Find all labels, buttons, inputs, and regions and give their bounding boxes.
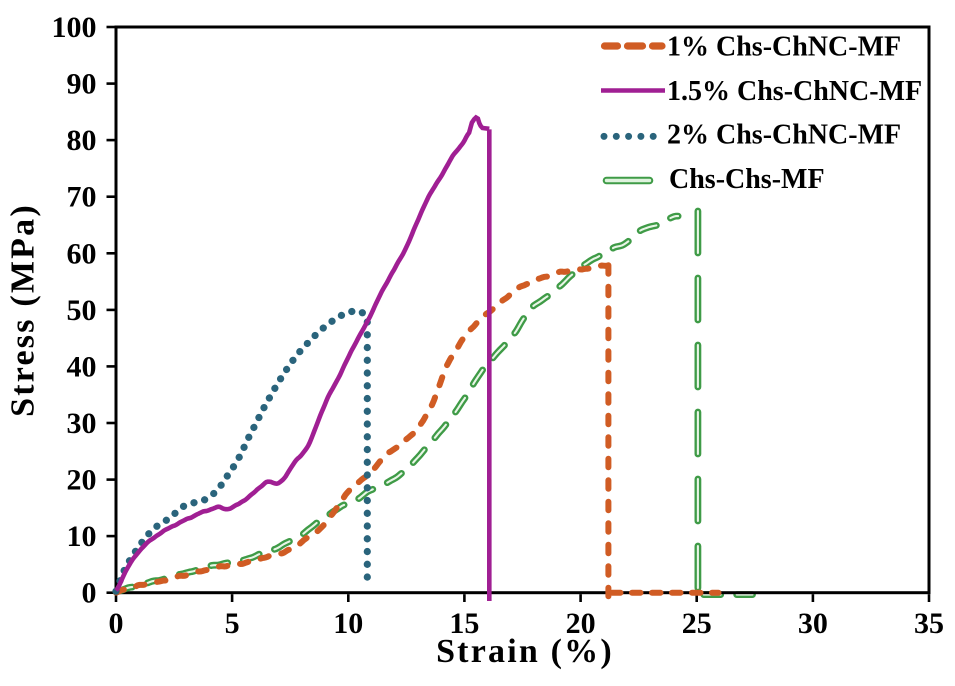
svg-text:40: 40	[67, 350, 97, 383]
svg-text:80: 80	[67, 124, 97, 157]
svg-text:1% Chs-ChNC-MF: 1% Chs-ChNC-MF	[667, 32, 901, 63]
svg-text:Strain (%): Strain (%)	[436, 633, 614, 670]
svg-text:35: 35	[914, 607, 944, 640]
svg-text:30: 30	[67, 407, 97, 440]
svg-text:30: 30	[798, 607, 828, 640]
svg-text:0: 0	[82, 577, 97, 610]
svg-text:15: 15	[449, 607, 479, 640]
svg-text:Chs-Chs-MF: Chs-Chs-MF	[669, 164, 825, 195]
svg-text:1.5% Chs-ChNC-MF: 1.5% Chs-ChNC-MF	[667, 76, 922, 107]
svg-text:Stress (MPa): Stress (MPa)	[5, 203, 42, 417]
svg-text:70: 70	[67, 181, 97, 214]
svg-text:2% Chs-ChNC-MF: 2% Chs-ChNC-MF	[667, 120, 901, 151]
svg-text:25: 25	[682, 607, 712, 640]
svg-text:10: 10	[67, 520, 97, 553]
svg-text:20: 20	[67, 464, 97, 497]
svg-text:0: 0	[109, 607, 124, 640]
svg-text:100: 100	[52, 11, 97, 44]
svg-text:20: 20	[566, 607, 596, 640]
svg-text:90: 90	[67, 68, 97, 101]
svg-text:60: 60	[67, 237, 97, 270]
svg-text:50: 50	[67, 294, 97, 327]
svg-text:10: 10	[333, 607, 363, 640]
svg-text:5: 5	[225, 607, 240, 640]
